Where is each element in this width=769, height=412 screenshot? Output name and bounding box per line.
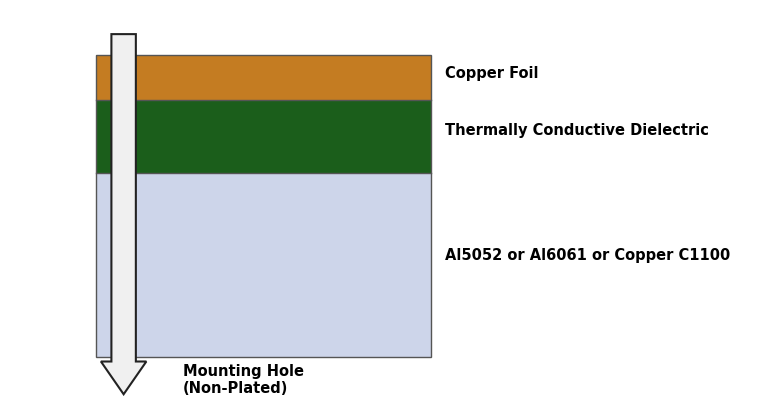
Text: Copper Foil: Copper Foil [445,66,538,80]
Text: Al5052 or Al6061 or Copper C1100: Al5052 or Al6061 or Copper C1100 [445,248,731,262]
Bar [95,54,431,100]
Bar [95,100,431,173]
Polygon shape [101,34,146,394]
Bar [95,54,431,358]
Text: Thermally Conductive Dielectric: Thermally Conductive Dielectric [445,123,709,138]
Bar [95,173,431,358]
Text: Mounting Hole
(Non-Plated): Mounting Hole (Non-Plated) [183,363,304,396]
